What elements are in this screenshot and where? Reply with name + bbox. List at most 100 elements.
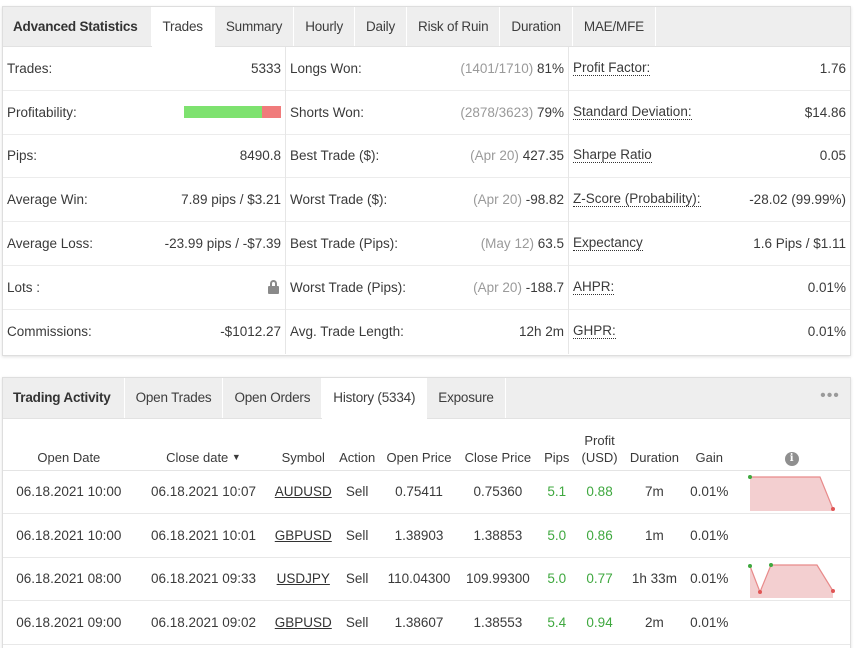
table-row[interactable]: 06.18.2021 08:00 06.18.2021 09:33 USDJPY Se… bbox=[3, 557, 850, 602]
sparkline-point bbox=[757, 589, 762, 594]
cell-gain: 0.01% bbox=[685, 600, 734, 645]
cell-duration: 1h 33m bbox=[623, 557, 686, 602]
column-header-open-date[interactable]: Open Date bbox=[3, 419, 135, 471]
stat-label: Worst Trade ($): bbox=[290, 192, 388, 208]
stat-label-tooltip[interactable]: Profit Factor: bbox=[573, 59, 651, 76]
lock-icon[interactable] bbox=[268, 280, 279, 295]
column-header-profit[interactable]: Profit (USD) bbox=[575, 419, 624, 471]
stats-column-general: Trades: 5333 Profitability: Pips: 8490.8… bbox=[3, 47, 286, 354]
symbol-link[interactable]: AUDUSD bbox=[274, 484, 332, 500]
column-header-pips[interactable]: Pips bbox=[537, 419, 576, 471]
cell-symbol: USDJPY bbox=[272, 557, 335, 602]
tab-summary[interactable]: Summary bbox=[215, 7, 295, 46]
tab-hourly[interactable]: Hourly bbox=[294, 7, 355, 46]
table-row[interactable]: 06.18.2021 10:00 06.18.2021 10:07 AUDUSD Se… bbox=[3, 470, 850, 515]
column-header-close-price[interactable]: Close Price bbox=[457, 419, 538, 471]
stat-value: -23.99 pips / -$7.39 bbox=[164, 236, 281, 252]
cell-open-price: 1.38607 bbox=[380, 600, 458, 645]
table-row[interactable]: 06.18.2021 10:00 06.18.2021 10:01 GBPUSD Se… bbox=[3, 513, 850, 558]
cell-gain: 0.01% bbox=[685, 470, 734, 515]
stat-label: Pips: bbox=[7, 148, 38, 164]
profitability-bar-win bbox=[184, 106, 262, 119]
sparkline-point bbox=[830, 588, 835, 593]
tab-trading-activity[interactable]: Trading Activity bbox=[3, 378, 125, 418]
tab-history[interactable]: History (5334) bbox=[322, 378, 428, 419]
tab-duration[interactable]: Duration bbox=[500, 7, 573, 46]
tab-risk-of-ruin[interactable]: Risk of Ruin bbox=[407, 7, 501, 46]
stat-detail: (May 12) bbox=[480, 236, 534, 252]
stat-label-tooltip[interactable]: AHPR: bbox=[573, 278, 615, 295]
trade-sparkline bbox=[747, 474, 835, 511]
info-icon[interactable]: i bbox=[784, 451, 799, 466]
stat-value: -$1012.27 bbox=[220, 324, 281, 340]
profitability-bar bbox=[184, 106, 281, 119]
cell-action: Sell bbox=[334, 557, 381, 602]
stat-label-tooltip[interactable]: Z-Score (Probability): bbox=[573, 191, 701, 208]
stat-label-tooltip[interactable]: Standard Deviation: bbox=[573, 103, 692, 120]
stat-commissions: Commissions: -$1012.27 bbox=[3, 310, 285, 354]
cell-profit: 0.77 bbox=[575, 557, 624, 602]
history-table: Open Date Close date ▼ Symbol Action Ope… bbox=[3, 419, 850, 645]
stat-value: 7.89 pips / $3.21 bbox=[181, 192, 281, 208]
table-header-row: Open Date Close date ▼ Symbol Action Ope… bbox=[3, 419, 850, 471]
stat-label: Avg. Trade Length: bbox=[290, 324, 404, 340]
stats-grid: Trades: 5333 Profitability: Pips: 8490.8… bbox=[3, 47, 850, 354]
stat-number: 427.35 bbox=[522, 148, 564, 164]
column-header-gain[interactable]: Gain bbox=[685, 419, 734, 471]
stat-worst-trade-pips: Worst Trade (Pips): (Apr 20) -188.7 bbox=[286, 266, 568, 310]
close-date-label: Close date bbox=[166, 449, 229, 465]
cell-trade-chart bbox=[733, 470, 850, 515]
stat-shorts-won: Shorts Won: (2878/3623) 79% bbox=[286, 91, 568, 135]
symbol-link[interactable]: GBPUSD bbox=[274, 527, 332, 543]
cell-trade-chart bbox=[733, 513, 850, 558]
trading-activity-panel: Trading Activity Open Trades Open Orders… bbox=[2, 377, 851, 648]
stat-pips: Pips: 8490.8 bbox=[3, 135, 285, 179]
cell-close-date: 06.18.2021 10:01 bbox=[134, 513, 273, 558]
table-row[interactable]: 06.18.2021 09:00 06.18.2021 09:02 GBPUSD Se… bbox=[3, 600, 850, 645]
tab-exposure[interactable]: Exposure bbox=[427, 378, 506, 418]
stat-number: 79% bbox=[536, 104, 564, 120]
profit-label: Profit bbox=[584, 432, 615, 448]
stat-number: -98.82 bbox=[525, 192, 564, 208]
column-header-symbol[interactable]: Symbol bbox=[272, 419, 335, 471]
cell-close-price: 1.38853 bbox=[457, 513, 538, 558]
cell-action: Sell bbox=[334, 600, 381, 645]
stat-detail: (Apr 20) bbox=[473, 279, 522, 295]
symbol-link[interactable]: USDJPY bbox=[276, 571, 330, 587]
cell-open-price: 1.38903 bbox=[380, 513, 458, 558]
column-header-open-price[interactable]: Open Price bbox=[380, 419, 458, 471]
column-header-close-date[interactable]: Close date ▼ bbox=[134, 419, 273, 471]
tabbar-spacer bbox=[506, 378, 810, 418]
tab-open-trades[interactable]: Open Trades bbox=[125, 378, 224, 418]
tab-daily[interactable]: Daily bbox=[355, 7, 408, 46]
cell-close-price: 0.75360 bbox=[457, 470, 538, 515]
stat-value: (2878/3623) 79% bbox=[460, 105, 564, 120]
tab-trades[interactable]: Trades bbox=[151, 7, 215, 47]
cell-profit: 0.86 bbox=[575, 513, 624, 558]
stat-value: 5333 bbox=[250, 60, 281, 76]
stat-sharpe-ratio: Sharpe Ratio 0.05 bbox=[569, 135, 850, 179]
more-options-icon[interactable]: ••• bbox=[820, 387, 840, 404]
stat-label: Commissions: bbox=[7, 324, 92, 340]
tabbar-spacer bbox=[656, 7, 850, 46]
cell-close-price: 1.38553 bbox=[457, 600, 538, 645]
tab-open-orders[interactable]: Open Orders bbox=[223, 378, 323, 418]
tab-mae-mfe[interactable]: MAE/MFE bbox=[573, 7, 656, 46]
stat-lots: Lots : bbox=[3, 266, 285, 310]
symbol-link[interactable]: GBPUSD bbox=[274, 615, 332, 631]
profit-unit: (USD) bbox=[581, 449, 618, 465]
stat-label-tooltip[interactable]: Expectancy bbox=[573, 235, 643, 252]
column-header-chart: i bbox=[733, 419, 850, 471]
tab-advanced-statistics[interactable]: Advanced Statistics bbox=[3, 7, 152, 46]
stat-value: (May 12) 63.5 bbox=[481, 236, 564, 251]
stat-label-tooltip[interactable]: GHPR: bbox=[573, 323, 616, 340]
sparkline-point bbox=[747, 563, 752, 568]
stat-value: 1.6 Pips / $1.11 bbox=[753, 236, 846, 252]
stat-label-tooltip[interactable]: Sharpe Ratio bbox=[573, 147, 652, 164]
cell-pips: 5.4 bbox=[537, 600, 576, 645]
cell-open-date: 06.18.2021 08:00 bbox=[3, 557, 135, 602]
column-header-action[interactable]: Action bbox=[334, 419, 381, 471]
column-header-duration[interactable]: Duration bbox=[623, 419, 686, 471]
stat-label: Profitability: bbox=[7, 104, 77, 120]
cell-gain: 0.01% bbox=[685, 513, 734, 558]
